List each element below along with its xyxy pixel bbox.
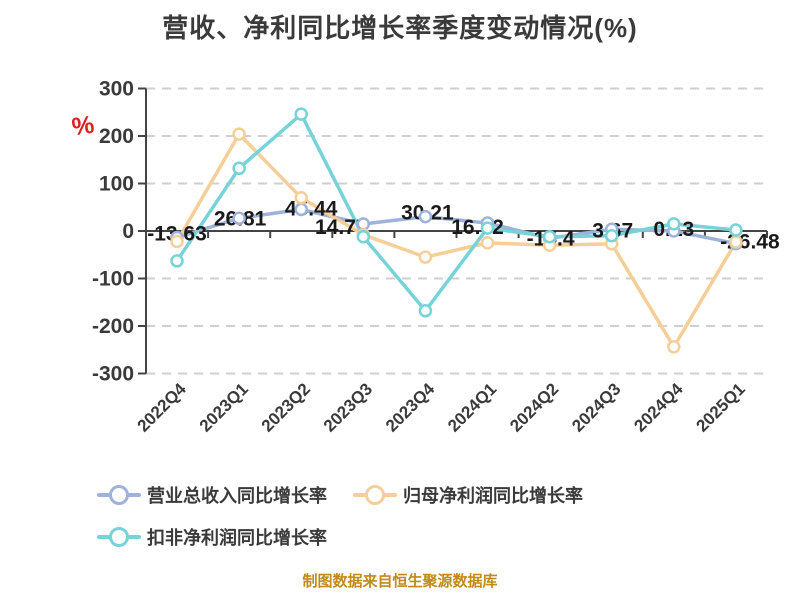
data-point-revenue [232, 211, 246, 226]
x-axis-category-label: 2024Q3 [568, 379, 624, 435]
legend-line-marker-icon [353, 485, 397, 505]
data-point-revenue [294, 202, 308, 217]
data-point-non-gaap-net-profit [729, 223, 743, 237]
legend-label-revenue: 营业总收入同比增长率 [147, 486, 327, 506]
y-axis-tick-label: 0 [122, 220, 134, 243]
series-labels-revenue: -13.6326.8145.4414.7730.2116.72-15.43.67… [147, 197, 780, 253]
data-point-non-gaap-net-profit [294, 107, 308, 121]
x-axis-category-label: 2025Q1 [693, 379, 749, 435]
data-point-non-gaap-net-profit [232, 161, 246, 176]
series-markers-net-profit [170, 127, 743, 354]
x-axis-category-label: 2023Q1 [196, 379, 252, 435]
data-point-non-gaap-net-profit [480, 221, 495, 235]
legend-item-net-profit[interactable]: 归母净利润同比增长率 [353, 482, 583, 508]
data-point-net-profit [170, 234, 184, 249]
legend-line-marker-icon [97, 527, 141, 547]
data-point-non-gaap-net-profit [170, 254, 184, 268]
legend-item-non-gaap-net-profit[interactable]: 扣非净利润同比增长率 [97, 524, 327, 550]
data-point-label: -26.48 [720, 231, 780, 254]
legend-item-revenue[interactable]: 营业总收入同比增长率 [97, 482, 327, 508]
series-line-non-gaap-net-profit [175, 112, 738, 313]
legend-line-marker-icon [97, 485, 141, 505]
x-axis-category-label: 2023Q2 [258, 379, 314, 435]
data-point-non-gaap-net-profit [604, 229, 619, 243]
x-axis-category-label: 2023Q3 [320, 379, 376, 435]
series-lines [175, 112, 738, 349]
data-point-non-gaap-net-profit [542, 229, 557, 244]
data-point-non-gaap-net-profit [667, 217, 681, 231]
data-point-net-profit [667, 340, 681, 354]
legend-label-non-gaap-net-profit: 扣非净利润同比增长率 [147, 528, 327, 548]
legend-label-net-profit: 归母净利润同比增长率 [403, 486, 583, 506]
x-axis-category-label: 2024Q1 [444, 379, 500, 435]
data-point-non-gaap-net-profit [356, 229, 371, 244]
data-source-note: 制图数据来自恒生聚源数据库 [302, 573, 498, 590]
series-markers-non-gaap-net-profit [170, 107, 743, 318]
data-point-net-profit [480, 236, 495, 250]
x-axis-category-label: 2022Q4 [134, 379, 191, 436]
data-point-label: 14.77 [315, 216, 368, 239]
data-point-revenue [356, 217, 371, 231]
x-axis-category-label: 2024Q2 [506, 379, 562, 435]
y-axis-tick-label: 300 [99, 78, 134, 101]
data-point-net-profit [232, 127, 246, 141]
y-axis-tick-label: 100 [99, 173, 134, 196]
y-axis-tick-label: -200 [92, 315, 134, 338]
data-point-non-gaap-net-profit [418, 304, 433, 318]
x-axis-category-label: 2024Q4 [630, 379, 687, 436]
y-axis-tick-label: -300 [92, 363, 134, 386]
chart-title: 营收、净利同比增长率季度变动情况(%) [162, 13, 638, 43]
data-point-label: 16.72 [451, 216, 504, 239]
series-line-net-profit [175, 132, 738, 349]
x-axis-category-label: 2023Q4 [382, 379, 439, 436]
data-point-net-profit [418, 250, 433, 264]
y-axis-tick-label: 200 [99, 125, 134, 148]
data-point-revenue [418, 209, 433, 224]
y-axis-tick-label: -100 [92, 268, 134, 291]
data-point-net-profit [729, 235, 743, 249]
data-point-net-profit [294, 191, 308, 205]
